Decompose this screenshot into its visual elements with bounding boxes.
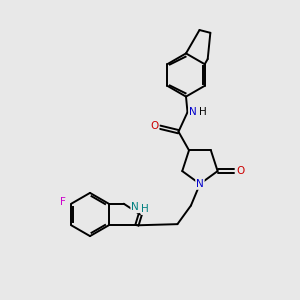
Text: N: N: [196, 179, 204, 189]
Text: O: O: [236, 166, 244, 176]
Text: H: H: [199, 107, 207, 117]
Text: N: N: [189, 107, 197, 117]
Text: O: O: [150, 121, 159, 131]
Text: F: F: [60, 197, 66, 207]
Text: N: N: [131, 202, 139, 212]
Text: H: H: [141, 204, 149, 214]
